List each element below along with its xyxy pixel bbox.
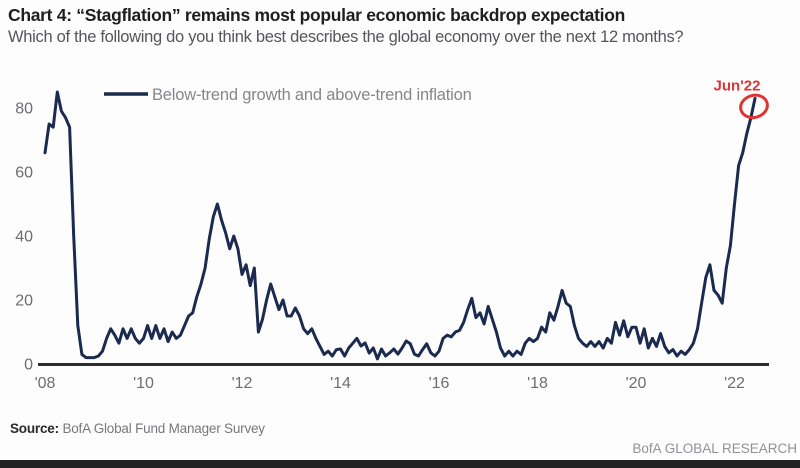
x-axis-tick-label: '08 xyxy=(35,375,56,392)
annotation-jun22: Jun'22 xyxy=(714,77,769,120)
y-axis-tick-label: 80 xyxy=(15,101,33,118)
y-axis-tick-label: 20 xyxy=(15,293,33,310)
source-text: BofA Global Fund Manager Survey xyxy=(62,421,265,436)
plot-area: '08 '10 '12 '14 '16 '18 '20 '22 0 20 40 60 80 xyxy=(15,90,757,392)
y-axis-tick-label: 0 xyxy=(24,357,33,374)
data-series-line xyxy=(43,90,757,361)
x-axis-tick-label: '16 xyxy=(429,375,450,392)
brand-text: BofA GLOBAL RESEARCH xyxy=(632,441,797,456)
x-axis-tick-label: '22 xyxy=(724,375,745,392)
chart-legend: Below-trend growth and above-trend infla… xyxy=(104,86,472,104)
x-axis-tick-label: '14 xyxy=(330,375,351,392)
x-axis-tick-label: '20 xyxy=(626,375,647,392)
annotation-circle-icon xyxy=(739,93,769,120)
y-axis-tick-label: 40 xyxy=(15,229,33,246)
bottom-divider-bar xyxy=(0,460,800,468)
legend-label: Below-trend growth and above-trend infla… xyxy=(152,86,472,104)
line-chart: Below-trend growth and above-trend infla… xyxy=(15,77,769,392)
x-axis-tick-label: '18 xyxy=(527,375,548,392)
x-axis-tick-label: '12 xyxy=(232,375,253,392)
source-label: Source: xyxy=(10,421,59,436)
chart-title: Chart 4: “Stagflation” remains most popu… xyxy=(8,5,625,25)
source-line: Source: BofA Global Fund Manager Survey xyxy=(10,421,265,436)
annotation-jun22-label: Jun'22 xyxy=(714,77,761,94)
chart-subtitle: Which of the following do you think best… xyxy=(8,28,684,46)
x-axis-tick-label: '10 xyxy=(133,375,154,392)
y-axis-tick-label: 60 xyxy=(15,165,33,182)
